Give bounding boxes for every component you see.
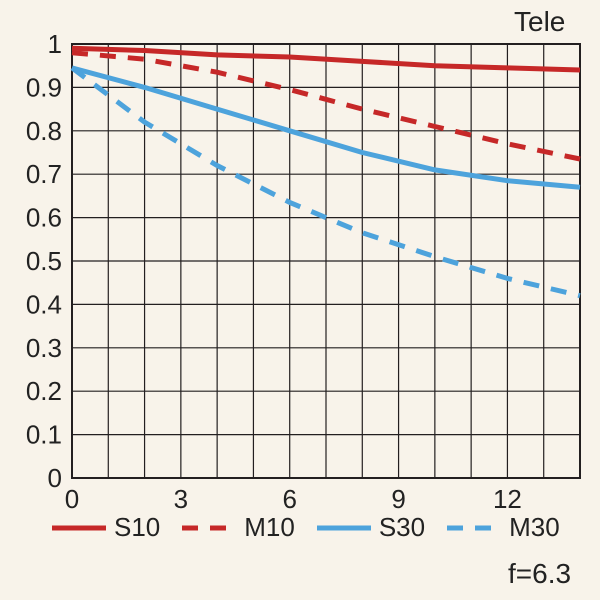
y-tick-label: 0.2 bbox=[26, 376, 62, 406]
x-tick-label: 12 bbox=[493, 484, 522, 514]
y-tick-label: 0.9 bbox=[26, 72, 62, 102]
legend-label-S30: S30 bbox=[379, 512, 425, 543]
x-tick-label: 6 bbox=[282, 484, 296, 514]
y-tick-label: 0 bbox=[48, 463, 62, 493]
legend-swatch-M10 bbox=[182, 522, 236, 534]
legend-swatch-M30 bbox=[447, 522, 501, 534]
x-tick-label: 3 bbox=[174, 484, 188, 514]
chart-title: Tele bbox=[514, 6, 565, 38]
legend-item-M10: M10 bbox=[182, 512, 295, 543]
legend-item-S30: S30 bbox=[317, 512, 425, 543]
legend-item-M30: M30 bbox=[447, 512, 560, 543]
legend-label-M30: M30 bbox=[509, 512, 560, 543]
y-tick-label: 0.3 bbox=[26, 333, 62, 363]
chart-footnote: f=6.3 bbox=[508, 558, 571, 590]
chart-container: 0 0.1 0.2 0.3 0.4 0.5 0.6 0.7 0.8 0.9 1 0 3 6 9 12 Tele… bbox=[0, 0, 600, 600]
y-tick-label: 0.1 bbox=[26, 420, 62, 450]
y-tick-label: 0.8 bbox=[26, 116, 62, 146]
chart-svg: 0 0.1 0.2 0.3 0.4 0.5 0.6 0.7 0.8 0.9 1 0 3 6 9 12 bbox=[0, 0, 600, 600]
legend-swatch-S10 bbox=[52, 522, 106, 534]
x-tick-label: 0 bbox=[65, 484, 79, 514]
x-tick-label: 9 bbox=[391, 484, 405, 514]
legend-label-M10: M10 bbox=[244, 512, 295, 543]
y-tick-label: 0.4 bbox=[26, 289, 62, 319]
y-tick-label: 0.7 bbox=[26, 159, 62, 189]
legend: S10 M10 S30 M30 bbox=[52, 512, 560, 543]
legend-label-S10: S10 bbox=[114, 512, 160, 543]
y-tick-label: 0.5 bbox=[26, 246, 62, 276]
legend-swatch-S30 bbox=[317, 522, 371, 534]
legend-item-S10: S10 bbox=[52, 512, 160, 543]
y-tick-label: 0.6 bbox=[26, 203, 62, 233]
y-tick-label: 1 bbox=[48, 29, 62, 59]
